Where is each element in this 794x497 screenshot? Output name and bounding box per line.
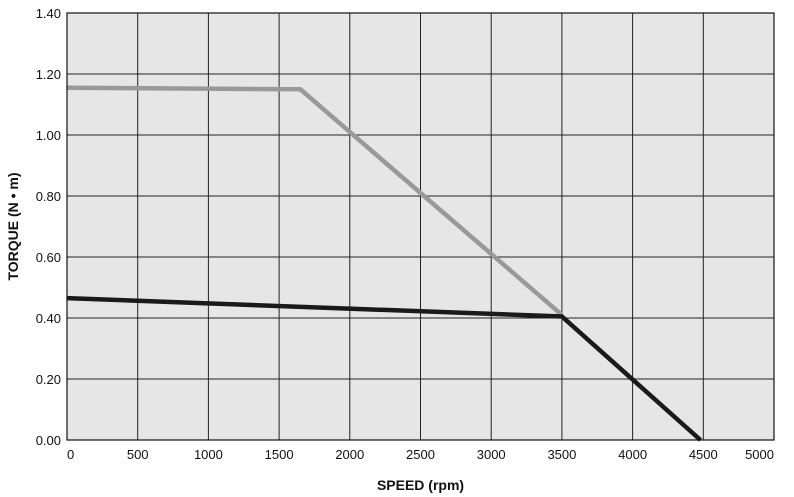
series-line-2 — [66, 295, 702, 442]
x-tick-label: 2500 — [406, 447, 435, 462]
x-tick-label: 1500 — [265, 447, 294, 462]
x-axis-ticks: 0 500 1000 1500 2000 2500 3000 3500 4000 4500 5000 — [67, 447, 774, 462]
x-tick-label: 3000 — [477, 447, 506, 462]
series-lines — [66, 85, 702, 442]
x-tick-label: 500 — [127, 447, 149, 462]
x-tick-label: 4500 — [689, 447, 718, 462]
y-tick-label: 0.20 — [36, 372, 61, 387]
y-tick-label: 0.40 — [36, 311, 61, 326]
y-tick-label: 0.00 — [36, 433, 61, 448]
y-axis-ticks: 0.00 0.20 0.40 0.60 0.80 1.00 1.20 1.40 — [36, 6, 61, 448]
x-tick-label: 0 — [67, 447, 74, 462]
x-tick-label: 5000 — [745, 447, 774, 462]
series-line-1 — [66, 85, 564, 317]
x-tick-label: 3500 — [547, 447, 576, 462]
x-tick-label: 2000 — [335, 447, 364, 462]
plot-frame — [66, 12, 775, 441]
y-axis-title: TORQUE (N • m) — [5, 172, 21, 280]
y-tick-label: 0.80 — [36, 189, 61, 204]
y-tick-label: 1.40 — [36, 6, 61, 21]
y-tick-label: 0.60 — [36, 250, 61, 265]
y-tick-label: 1.20 — [36, 67, 61, 82]
x-tick-label: 1000 — [194, 447, 223, 462]
y-tick-label: 1.00 — [36, 128, 61, 143]
x-axis-title: SPEED (rpm) — [377, 477, 464, 493]
x-tick-label: 4000 — [618, 447, 647, 462]
